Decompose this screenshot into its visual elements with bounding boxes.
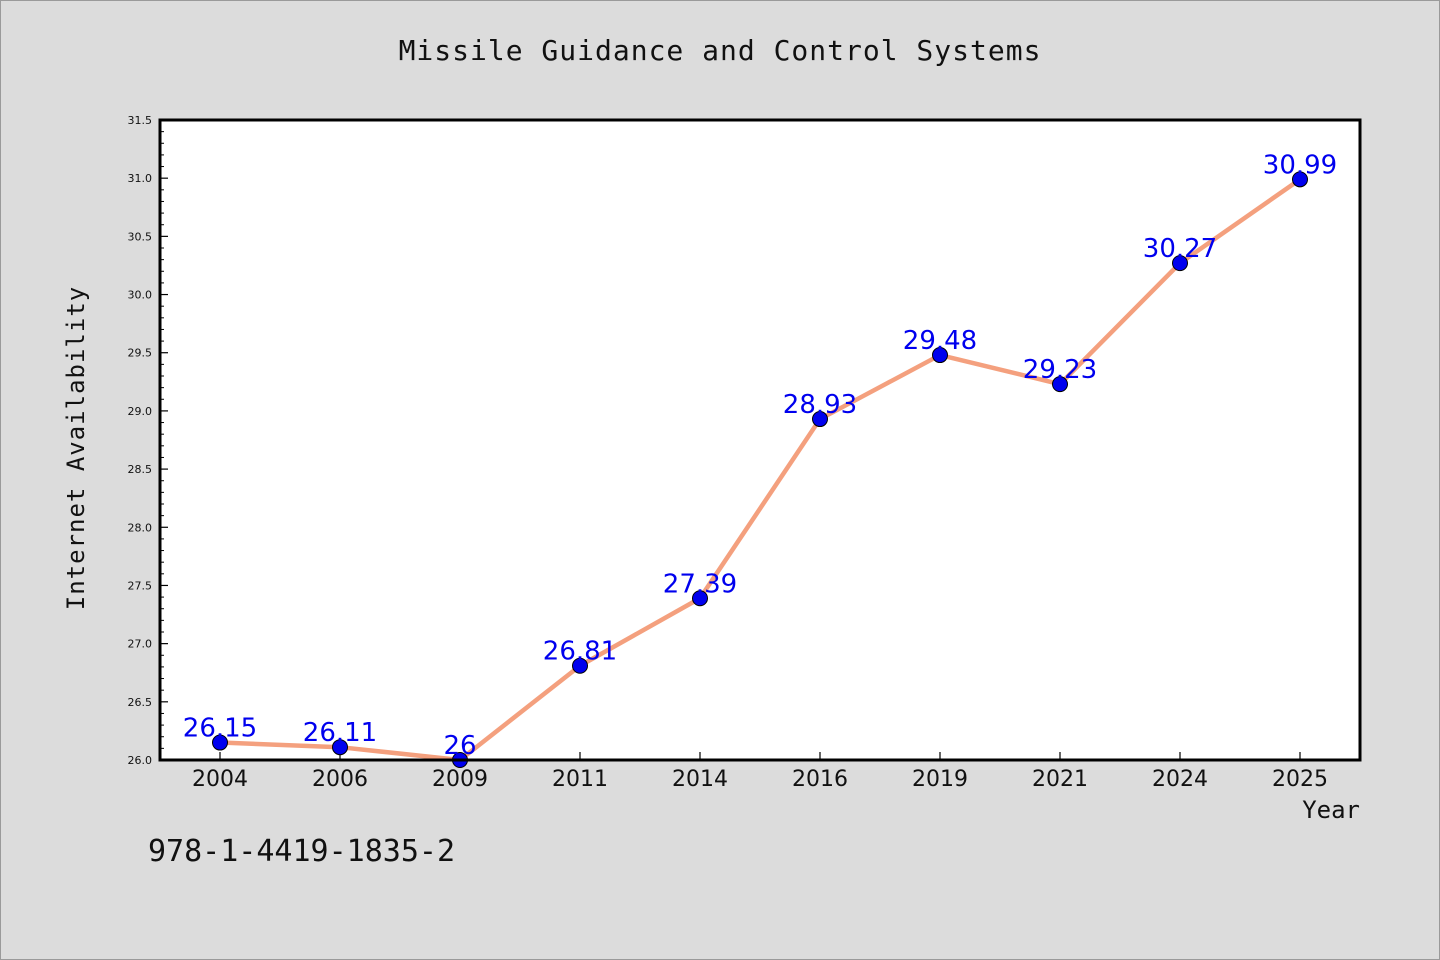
x-tick-label: 2016	[792, 767, 848, 792]
data-point	[932, 347, 948, 364]
chart-title: Missile Guidance and Control Systems	[398, 34, 1042, 67]
y-tick-label: 29.5	[128, 347, 153, 360]
x-tick-label: 2024	[1152, 767, 1208, 792]
y-tick-label: 31.0	[128, 172, 153, 185]
data-point	[1052, 376, 1068, 393]
x-tick-label: 2014	[672, 767, 728, 792]
data-label: 26	[443, 731, 476, 761]
data-label: 26.15	[183, 714, 257, 744]
y-tick-label: 31.5	[128, 114, 153, 127]
y-tick-label: 30.5	[128, 230, 153, 243]
x-tick-label: 2004	[192, 767, 248, 792]
data-label: 29.48	[903, 326, 977, 356]
plot-border	[158, 118, 1362, 762]
data-label: 30.27	[1143, 234, 1217, 264]
data-label: 26.11	[303, 718, 377, 748]
x-tick-label: 2019	[912, 767, 968, 792]
y-tick-label: 27.5	[128, 579, 153, 592]
y-tick-label: 28.0	[128, 521, 153, 534]
data-label: 29.23	[1023, 355, 1097, 385]
y-tick-label: 26.0	[128, 754, 153, 767]
data-label: 27.39	[663, 569, 737, 599]
data-point	[1292, 171, 1308, 188]
data-point	[212, 734, 228, 751]
y-tick-label: 26.5	[128, 696, 153, 709]
x-tick-label: 2011	[552, 767, 608, 792]
y-tick-label: 27.0	[128, 638, 153, 651]
y-axis-label: Internet Availability	[62, 285, 90, 611]
data-point	[812, 411, 828, 428]
series-line	[217, 177, 1303, 763]
data-label: 28.93	[783, 390, 857, 420]
y-tick-label: 28.5	[128, 463, 153, 476]
data-point	[1172, 255, 1188, 272]
data-point	[692, 590, 708, 607]
y-tick-label: 30.0	[128, 289, 153, 302]
footnote-isbn: 978-1-4419-1835-2	[148, 834, 456, 869]
x-tick-label: 2025	[1272, 767, 1328, 792]
data-point	[572, 657, 588, 674]
plot-area	[160, 120, 1360, 760]
data-point	[332, 739, 348, 756]
y-tick-label: 29.0	[128, 405, 153, 418]
x-axis-label: Year	[1302, 796, 1360, 824]
data-label: 26.81	[543, 637, 617, 667]
x-tick-label: 2006	[312, 767, 368, 792]
x-tick-label: 2009	[432, 767, 488, 792]
x-tick-label: 2021	[1032, 767, 1088, 792]
data-label: 30.99	[1263, 150, 1337, 180]
